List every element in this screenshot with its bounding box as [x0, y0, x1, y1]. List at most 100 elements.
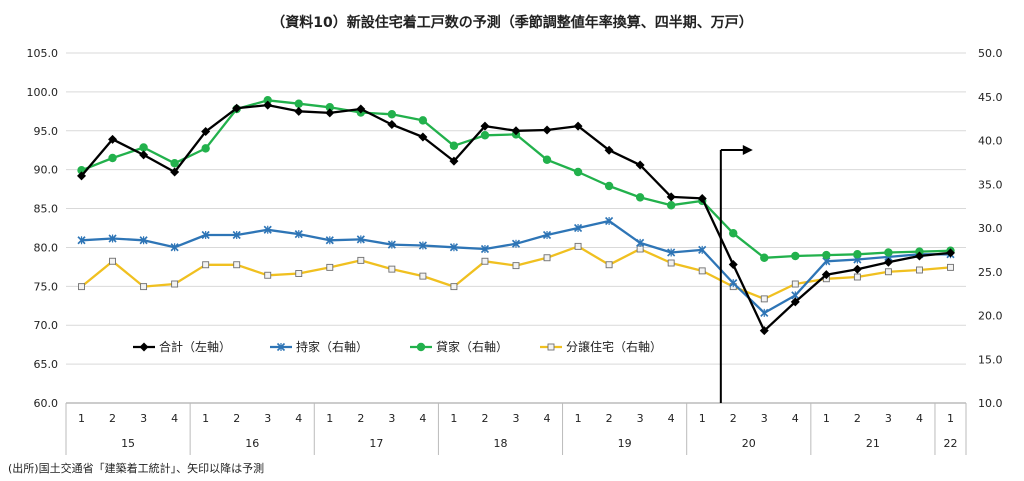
x-tick-quarter: 4: [544, 412, 551, 425]
data-point: [697, 193, 707, 203]
data-point: [573, 121, 583, 131]
data-point: [449, 141, 459, 150]
data-point: [759, 326, 769, 336]
data-point: [636, 245, 644, 253]
data-point: [139, 150, 149, 160]
data-point: [232, 103, 242, 113]
legend-item: 合計（左軸）: [133, 339, 231, 354]
data-point: [264, 271, 272, 279]
x-tick-quarter: 3: [761, 412, 768, 425]
x-tick-year: 15: [121, 437, 135, 450]
x-tick-year: 22: [943, 437, 957, 450]
forecast-arrowhead: [742, 145, 753, 155]
data-point: [853, 273, 861, 281]
x-tick-quarter: 2: [730, 412, 737, 425]
legend: 合計（左軸） 持家（右軸） 貸家（右軸） 分譲住宅（右軸）: [133, 339, 662, 354]
x-tick-quarter: 1: [575, 412, 582, 425]
data-point: [791, 251, 800, 261]
data-point: [511, 239, 521, 248]
x-tick-quarter: 3: [264, 412, 271, 425]
x-tick-year: 16: [245, 437, 259, 450]
data-point: [387, 240, 396, 249]
data-point: [108, 153, 117, 163]
data-point: [170, 159, 179, 168]
x-tick-quarter: 3: [388, 412, 395, 425]
data-point: [276, 342, 286, 352]
data-point: [450, 283, 458, 291]
data-point: [604, 145, 614, 155]
data-point: [326, 263, 334, 271]
data-point: [295, 270, 303, 277]
y-tick-left: 95.0: [34, 125, 59, 138]
data-point: [542, 125, 552, 135]
data-point: [263, 100, 273, 110]
x-tick-quarter: 4: [916, 412, 923, 425]
x-tick-year: 17: [369, 437, 383, 450]
x-tick-quarter: 1: [823, 412, 830, 425]
data-point: [605, 216, 614, 226]
y-tick-left: 75.0: [34, 280, 59, 293]
data-point: [914, 251, 924, 261]
data-point: [294, 230, 303, 239]
y-tick-left: 85.0: [34, 203, 59, 216]
data-point: [667, 259, 675, 267]
data-point: [232, 230, 241, 240]
x-tick-quarter: 3: [140, 412, 147, 425]
x-tick-quarter: 4: [419, 412, 426, 425]
x-tick-quarter: 2: [233, 412, 240, 425]
x-tick-quarter: 1: [947, 412, 954, 425]
y-tick-left: 90.0: [34, 164, 59, 177]
x-tick-quarter: 1: [326, 412, 333, 425]
data-point: [170, 167, 180, 177]
source-note: (出所)国土交通省「建築着工統計」、矢印以降は予測: [8, 461, 264, 475]
data-point: [171, 280, 179, 288]
data-point: [418, 116, 428, 125]
data-point: [915, 266, 923, 274]
x-tick-quarter: 2: [854, 412, 861, 425]
data-point: [325, 103, 334, 112]
chart-title: （資料10）新設住宅着工戸数の予測（季節調整値年率換算、四半期、万戸）: [271, 14, 752, 31]
data-point: [884, 268, 892, 276]
data-point: [636, 238, 645, 247]
data-point: [77, 236, 86, 245]
y-tick-right: 30.0: [978, 222, 1003, 235]
data-point: [387, 110, 397, 119]
y-tick-left: 60.0: [34, 397, 59, 410]
x-tick-quarter: 3: [513, 412, 520, 425]
data-point: [667, 248, 676, 257]
x-tick-quarter: 1: [450, 412, 457, 425]
y-axis-left: 60.0 65.0 70.0 75.0 80.0 85.0 90.0 95.0 100.0 105…: [27, 47, 59, 410]
legend-label: 持家（右軸）: [296, 339, 368, 354]
data-point: [449, 156, 459, 166]
x-tick-quarter: 4: [792, 412, 799, 425]
data-point: [356, 104, 366, 114]
y-tick-right: 25.0: [978, 266, 1003, 279]
data-point: [698, 245, 707, 254]
data-point: [729, 229, 738, 238]
x-tick-quarter: 4: [171, 412, 178, 425]
data-point: [822, 250, 831, 260]
data-point: [325, 108, 335, 118]
x-axis: 1 2 3 4 1 2 3 4 1 2 3 4 1 2 3 4 1 2 3 4 1 2 3 4 1 2 3 4 1 15 16 17 18 19 2…: [65, 402, 967, 455]
data-point: [263, 96, 272, 105]
data-point: [635, 193, 645, 202]
data-point: [760, 253, 769, 262]
data-point: [233, 261, 241, 269]
data-point: [416, 342, 426, 352]
data-point: [139, 342, 149, 352]
x-tick-quarter: 3: [637, 412, 644, 425]
y-tick-right: 15.0: [978, 353, 1003, 366]
data-point: [109, 257, 117, 265]
data-point: [605, 261, 613, 269]
data-point: [760, 308, 769, 317]
data-point: [945, 248, 955, 258]
x-tick-quarter: 2: [606, 412, 613, 425]
data-point: [357, 256, 365, 264]
y-tick-right: 50.0: [978, 47, 1003, 60]
data-point: [418, 132, 428, 142]
series-2: [77, 96, 955, 262]
forecast-arrow: [719, 145, 753, 403]
y-tick-right: 10.0: [978, 397, 1003, 410]
data-point: [512, 262, 520, 270]
